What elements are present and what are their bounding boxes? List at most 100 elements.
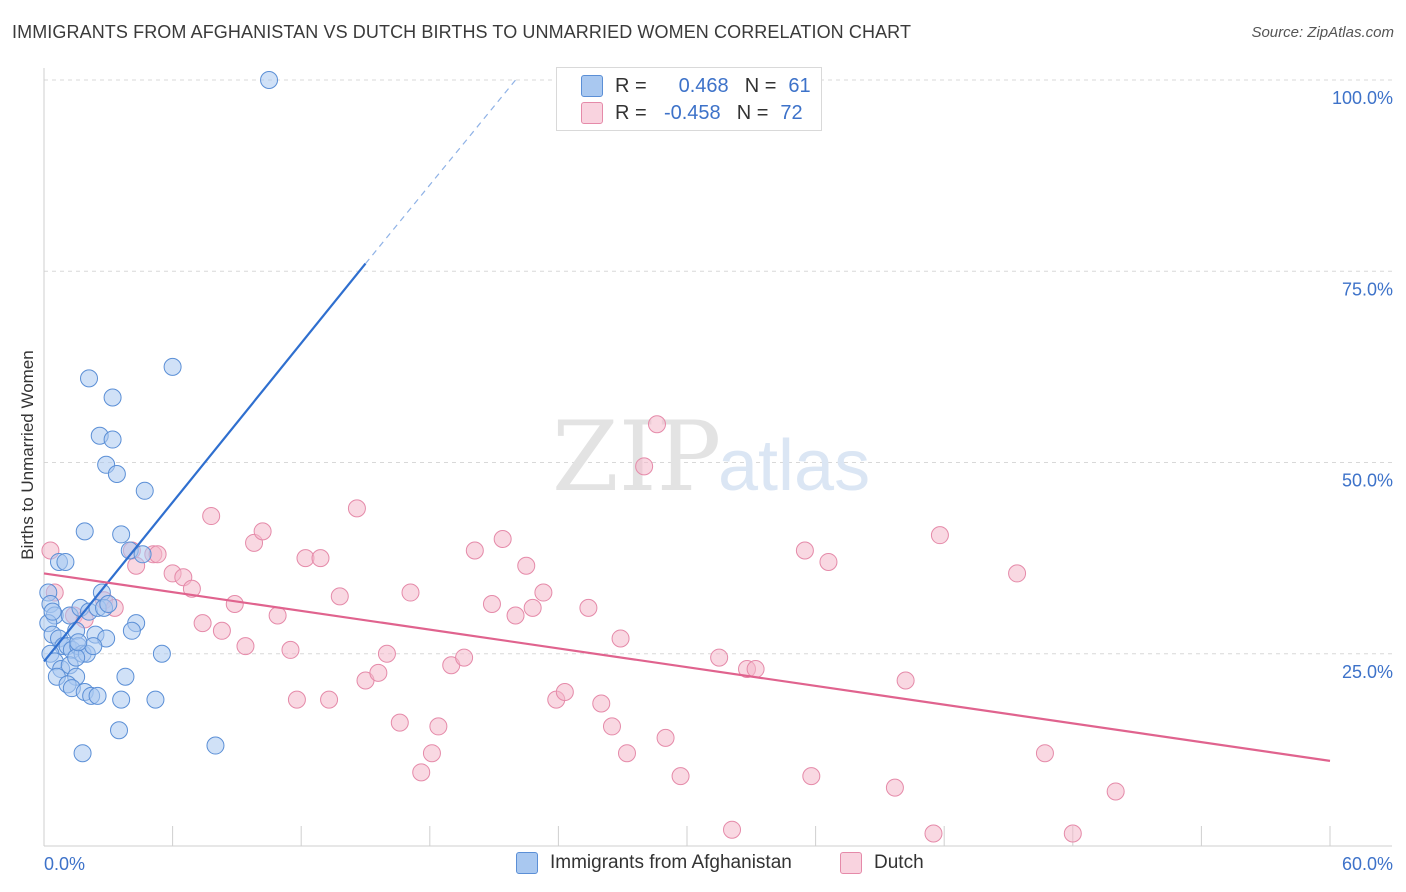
data-point-dutch [534, 583, 553, 602]
legend-swatch-pink [581, 102, 603, 124]
n-value: 72 [780, 101, 803, 124]
data-point-afghanistan [135, 481, 154, 500]
data-point-dutch [253, 522, 272, 541]
source-label: Source: ZipAtlas.com [1251, 24, 1394, 41]
legend-swatch-blue [581, 75, 603, 97]
data-point-dutch [281, 640, 300, 659]
r-value: 0.468 [678, 74, 729, 97]
data-point-dutch [930, 526, 949, 545]
series-legend: Immigrants from Afghanistan Dutch [0, 850, 1406, 878]
x-tick-label: 60.0% [1342, 854, 1393, 874]
data-point-dutch [647, 415, 666, 434]
data-point-dutch [148, 545, 167, 564]
data-point-dutch [579, 598, 598, 617]
data-point-afghanistan [146, 690, 165, 709]
data-point-dutch [268, 606, 287, 625]
data-point-dutch [555, 683, 574, 701]
data-point-afghanistan [110, 721, 129, 740]
data-point-dutch [523, 598, 542, 617]
watermark: ZIP atlas [552, 401, 870, 513]
data-point-afghanistan [67, 648, 86, 667]
data-point-dutch [311, 549, 330, 568]
data-point-dutch [723, 820, 742, 839]
legend-item-afghanistan: Immigrants from Afghanistan [516, 852, 792, 874]
data-point-dutch [819, 552, 838, 571]
data-point-dutch [401, 583, 420, 602]
data-point-dutch [802, 767, 821, 786]
data-point-afghanistan [163, 357, 182, 376]
data-point-dutch [1063, 824, 1082, 843]
data-point-dutch [202, 507, 221, 526]
data-point-dutch [193, 614, 212, 633]
data-point-dutch [465, 541, 484, 560]
data-point-afghanistan [112, 690, 131, 709]
y-tick-label: 75.0% [1342, 279, 1393, 299]
data-point-afghanistan [73, 744, 92, 763]
data-point-dutch [710, 648, 729, 667]
data-point-dutch [429, 717, 448, 736]
data-point-afghanistan [103, 430, 122, 449]
data-point-dutch [885, 778, 904, 797]
trend-line-dutch [43, 572, 1331, 762]
r-label: R = [615, 74, 647, 97]
data-point-dutch [369, 663, 388, 682]
data-point-dutch [592, 694, 611, 713]
data-point-afghanistan [260, 71, 279, 89]
data-point-dutch [236, 637, 255, 656]
data-point-dutch [617, 744, 636, 763]
data-point-dutch [611, 629, 630, 648]
grid-layer [44, 79, 1392, 655]
chart-title: IMMIGRANTS FROM AFGHANISTAN VS DUTCH BIR… [12, 22, 912, 42]
data-point-dutch [455, 648, 474, 667]
legend-row-afghanistan: R = 0.468 N = 61 [581, 73, 811, 99]
y-axis-label: Births to Unmarried Women [18, 350, 37, 559]
data-point-dutch [1008, 564, 1027, 583]
data-point-dutch [390, 713, 409, 732]
data-point-dutch [320, 690, 339, 709]
legend-swatch-blue [516, 852, 538, 874]
data-point-dutch [1106, 782, 1125, 801]
tick-labels: 25.0% 50.0% 75.0% 100.0% 0.0% 60.0% [44, 88, 1393, 874]
data-point-dutch [924, 824, 943, 843]
data-point-afghanistan [75, 522, 94, 541]
trend-line-afghanistan [43, 262, 367, 663]
data-point-dutch [182, 579, 201, 598]
trend-line-afghanistan-extension [365, 79, 516, 264]
n-label: N = [744, 74, 777, 97]
data-point-dutch [506, 606, 525, 625]
data-point-afghanistan [107, 464, 126, 483]
dutch-points [41, 415, 1125, 843]
y-tick-label: 25.0% [1342, 662, 1393, 682]
r-label: R = [615, 101, 647, 124]
data-point-dutch [493, 530, 512, 548]
data-point-dutch [482, 595, 501, 614]
r-value: -0.458 [663, 101, 721, 124]
y-tick-label: 50.0% [1342, 471, 1393, 491]
data-point-dutch [746, 660, 765, 679]
data-point-afghanistan [103, 388, 122, 407]
data-point-dutch [422, 744, 441, 763]
data-point-afghanistan [88, 686, 107, 705]
legend-row-dutch: R = -0.458 N = 72 [581, 100, 803, 126]
data-point-dutch [635, 457, 654, 476]
data-point-afghanistan [56, 552, 75, 571]
data-point-afghanistan [116, 667, 135, 686]
data-point-afghanistan [99, 595, 118, 614]
data-point-afghanistan [206, 736, 225, 755]
data-point-dutch [296, 549, 315, 568]
watermark-atlas: atlas [718, 426, 870, 506]
data-point-afghanistan [84, 637, 103, 656]
data-point-dutch [656, 728, 675, 747]
data-point-dutch [795, 541, 814, 560]
legend-label: Immigrants from Afghanistan [550, 852, 792, 873]
data-point-dutch [412, 763, 431, 782]
trend-lines [43, 79, 1331, 762]
data-point-afghanistan [122, 621, 141, 640]
n-value: 61 [788, 74, 811, 97]
data-point-afghanistan [152, 644, 171, 663]
data-point-dutch [225, 595, 244, 614]
data-point-dutch [671, 767, 690, 786]
legend-label: Dutch [874, 852, 924, 873]
data-point-dutch [212, 621, 231, 640]
watermark-zip: ZIP [552, 401, 721, 513]
